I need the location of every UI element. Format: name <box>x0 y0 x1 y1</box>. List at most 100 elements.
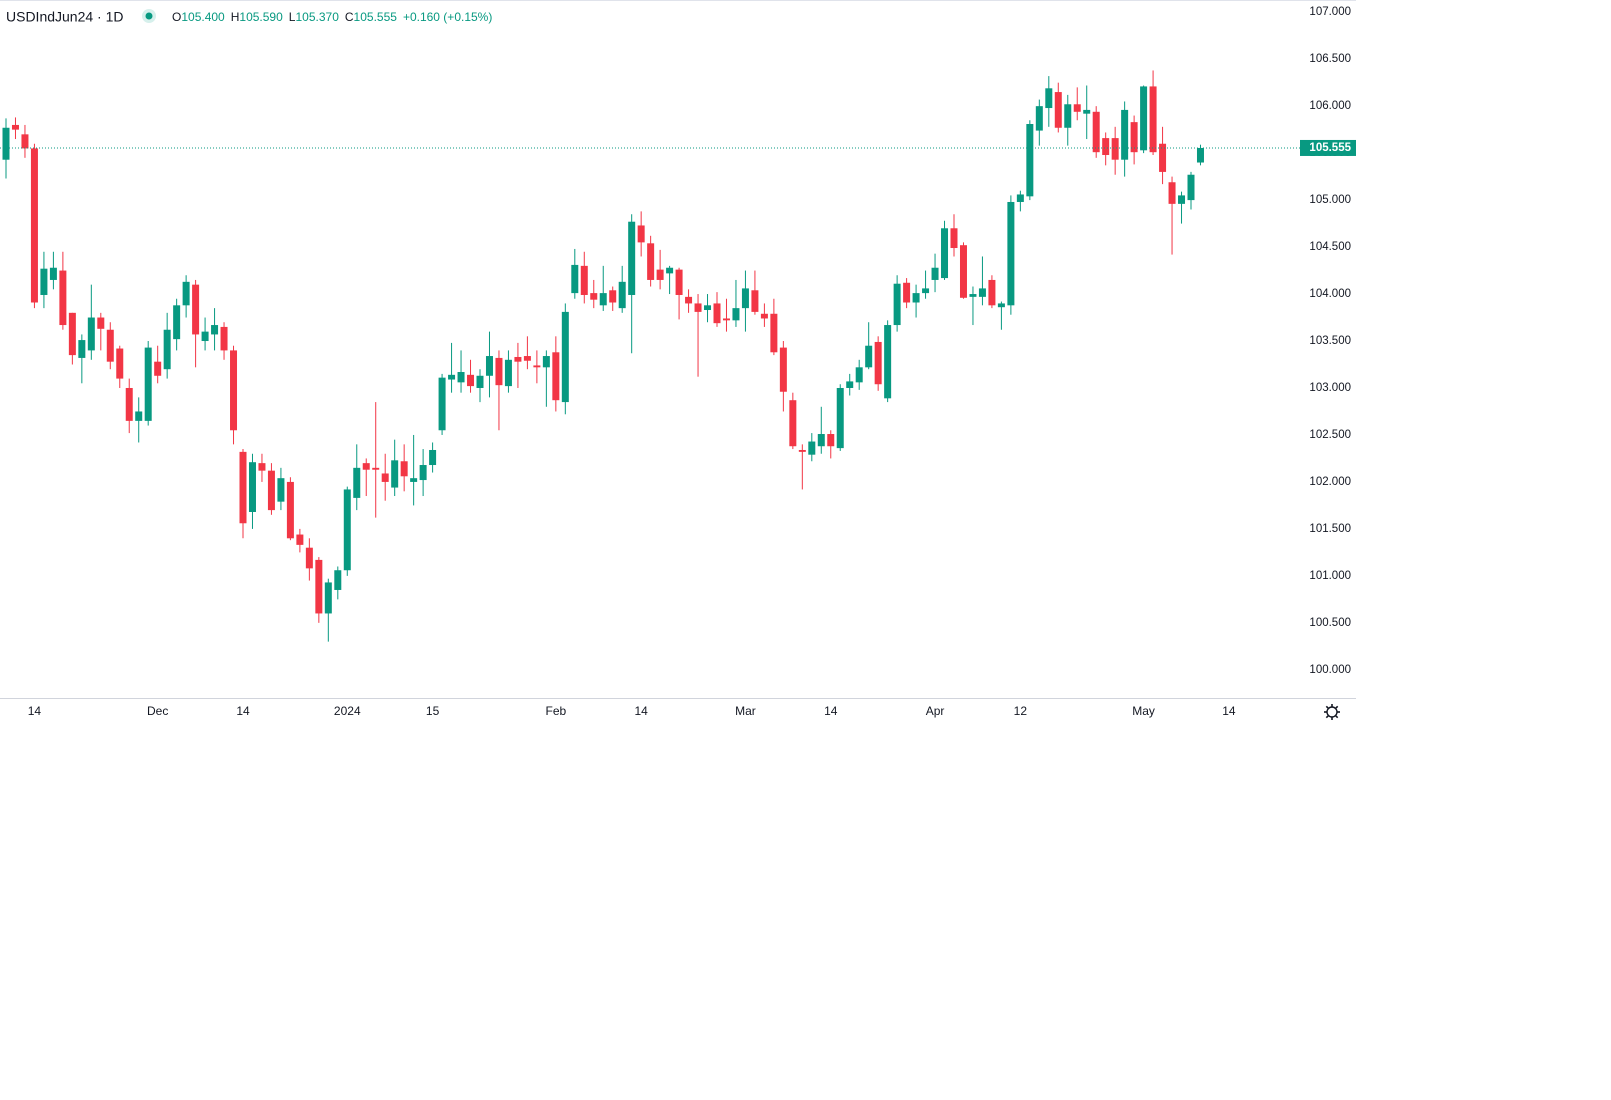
ohlc-key: O <box>172 10 181 24</box>
candle-body <box>1159 143 1167 172</box>
candle-body <box>1035 106 1043 131</box>
y-tick-label: 101.000 <box>1309 570 1351 582</box>
x-tick-label: 14 <box>824 704 838 718</box>
status-dot <box>145 12 153 20</box>
candle-body <box>400 461 408 477</box>
candle-body <box>277 478 285 502</box>
candle-body <box>419 465 427 481</box>
candle-body <box>1111 138 1119 160</box>
candle-body <box>1102 138 1110 156</box>
candle-body <box>40 268 48 295</box>
y-tick-label: 100.000 <box>1309 664 1351 676</box>
x-tick-label: Mar <box>735 704 756 718</box>
candle-body <box>125 387 133 421</box>
candle-body <box>1064 104 1072 128</box>
candle-body <box>286 481 294 539</box>
y-tick-label: 105.000 <box>1309 194 1351 206</box>
candle-body <box>11 124 19 130</box>
candle-body <box>410 478 418 482</box>
candle-body <box>922 288 930 294</box>
candle-body <box>381 473 389 482</box>
candle-body <box>1083 109 1091 114</box>
candle-body <box>798 449 806 452</box>
candle-body <box>1178 195 1186 204</box>
candle-body <box>552 352 560 401</box>
y-tick-label: 104.000 <box>1309 288 1351 300</box>
candle-body <box>21 134 29 149</box>
candle-body <box>542 356 550 368</box>
last-price-badge <box>1300 139 1356 156</box>
candle-body <box>571 264 579 294</box>
candle-body <box>154 361 162 376</box>
last-price-label: 105.555 <box>1309 142 1351 154</box>
x-tick-label: 15 <box>426 704 440 718</box>
candle-body <box>533 365 541 368</box>
candle-body <box>770 313 778 353</box>
x-tick-label: Dec <box>147 704 168 718</box>
candle-body <box>2 127 10 160</box>
candle-body <box>656 269 664 280</box>
candle-body <box>1016 194 1024 202</box>
candle-body <box>192 284 200 335</box>
candle-body <box>1007 201 1015 306</box>
candle-body <box>808 441 816 455</box>
candle-body <box>1130 122 1138 153</box>
candle-body <box>68 312 76 356</box>
symbol[interactable]: USDIndJun24 · 1D <box>6 9 124 25</box>
candle-body <box>779 347 787 392</box>
candle-body <box>220 326 228 351</box>
candle-body <box>429 449 437 466</box>
candle-body <box>182 281 190 306</box>
candle-body <box>741 288 749 309</box>
x-tick-label: 14 <box>236 704 250 718</box>
candle-body <box>1140 86 1148 151</box>
candle-body <box>704 305 712 311</box>
ohlc-key: H <box>231 10 240 24</box>
settings-icon[interactable] <box>1324 704 1340 720</box>
candle-body <box>514 356 522 362</box>
candle-body <box>144 347 152 421</box>
candle-body <box>637 225 645 243</box>
candle-body <box>116 348 124 379</box>
candle-body <box>106 329 114 362</box>
candle-body <box>561 311 569 403</box>
candle-body <box>732 308 740 321</box>
candle-body <box>713 303 721 324</box>
candle-body <box>258 463 266 471</box>
candle-body <box>362 463 370 470</box>
candle-body <box>315 559 323 614</box>
candle-body <box>372 467 380 470</box>
candle-body <box>1187 174 1195 201</box>
candle-body <box>296 534 304 545</box>
candle-body <box>789 400 797 447</box>
candle-body <box>599 293 607 306</box>
candle-body <box>722 318 730 321</box>
candle-body <box>97 317 105 329</box>
y-tick-label: 100.500 <box>1309 617 1351 629</box>
ohlc-value: 105.370 <box>295 10 339 24</box>
candle-body <box>1149 86 1157 153</box>
y-tick-label: 107.000 <box>1309 6 1351 18</box>
candle-body <box>865 345 873 368</box>
candle-body <box>969 294 977 297</box>
candle-body <box>230 350 238 431</box>
x-tick-label: May <box>1132 704 1155 718</box>
candle-body <box>903 282 911 303</box>
candle-body <box>827 434 835 447</box>
x-tick-label: 14 <box>28 704 42 718</box>
candle-body <box>87 317 95 351</box>
candle-body <box>78 340 86 358</box>
x-tick-label: 2024 <box>334 704 361 718</box>
y-tick-label: 104.500 <box>1309 241 1351 253</box>
x-tick-label: 12 <box>1014 704 1028 718</box>
x-tick-label: Apr <box>926 704 945 718</box>
x-tick-label: 14 <box>634 704 648 718</box>
candle-body <box>523 356 531 361</box>
candle-body <box>504 359 512 387</box>
candle-body <box>448 374 456 380</box>
candle-body <box>912 293 920 303</box>
x-tick-label: Feb <box>545 704 566 718</box>
candle-body <box>1196 147 1204 163</box>
candle-body <box>959 245 967 298</box>
